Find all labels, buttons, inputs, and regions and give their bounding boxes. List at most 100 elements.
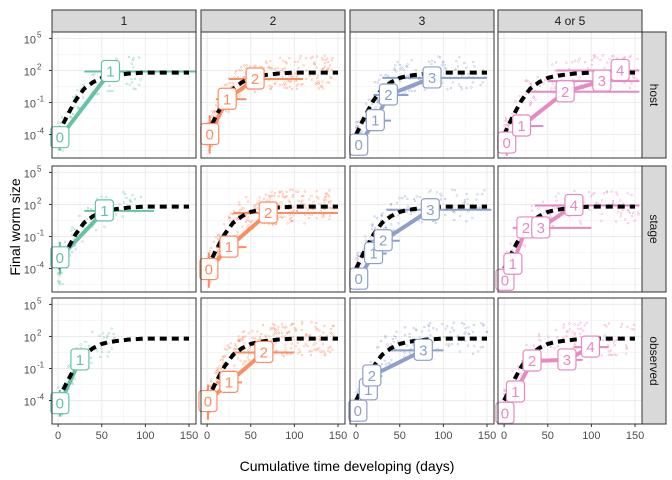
data-point <box>107 350 111 354</box>
data-point <box>274 81 277 84</box>
x-tick-label: 150 <box>329 430 347 442</box>
data-point <box>285 86 289 90</box>
y-tick-exponent: -1 <box>37 94 45 103</box>
data-point <box>71 226 74 229</box>
data-point <box>606 61 609 64</box>
data-point <box>100 347 103 350</box>
facet-strip-row <box>641 31 667 159</box>
data-point <box>430 62 433 66</box>
stage-label: 0 <box>355 137 363 154</box>
data-point <box>409 212 413 215</box>
data-point <box>241 339 244 342</box>
data-point <box>217 121 221 124</box>
stage-label: 1 <box>225 374 233 391</box>
data-point <box>414 328 418 331</box>
data-point <box>451 81 455 84</box>
data-point <box>460 321 464 325</box>
data-point <box>306 208 309 212</box>
data-point <box>282 355 286 358</box>
data-point <box>310 349 313 353</box>
data-point <box>369 98 372 101</box>
data-point <box>628 86 632 90</box>
data-point <box>281 69 284 72</box>
data-point <box>579 327 583 330</box>
data-point <box>84 340 87 343</box>
data-point <box>303 204 307 207</box>
data-point <box>613 344 616 347</box>
data-point <box>315 66 318 69</box>
data-point <box>268 84 272 88</box>
data-point <box>600 212 603 215</box>
data-point <box>544 78 547 82</box>
data-point <box>632 76 636 80</box>
data-point <box>291 195 294 198</box>
data-point <box>632 328 635 331</box>
data-point <box>324 61 327 65</box>
x-tick-label: 50 <box>245 430 257 442</box>
data-point <box>585 321 588 324</box>
data-point <box>296 341 299 345</box>
data-point <box>571 61 574 64</box>
data-point <box>245 64 248 67</box>
data-point <box>289 324 292 327</box>
data-point <box>258 196 261 199</box>
data-point <box>300 353 303 357</box>
data-point <box>288 200 292 204</box>
data-point <box>408 332 411 335</box>
data-point <box>317 80 320 83</box>
data-point <box>579 222 583 225</box>
data-point <box>214 103 218 107</box>
data-point <box>130 200 133 204</box>
data-point <box>472 60 475 64</box>
data-point <box>586 67 590 70</box>
data-point <box>386 343 389 346</box>
data-point <box>309 353 312 357</box>
data-point <box>601 338 605 342</box>
data-point <box>294 345 297 348</box>
panel-border <box>349 165 495 293</box>
data-point <box>577 327 580 331</box>
data-point <box>406 344 409 347</box>
data-point <box>553 207 556 210</box>
data-point <box>214 235 217 239</box>
data-point <box>317 74 320 77</box>
data-point <box>451 343 454 346</box>
data-point <box>129 198 132 202</box>
data-point <box>258 338 261 342</box>
data-point <box>323 354 326 357</box>
data-point <box>391 337 395 341</box>
data-point <box>632 211 635 215</box>
panel-border <box>200 165 346 293</box>
y-axis: 10 -410 -110 210 510 -410 -110 210 510 -410 -110 21… <box>24 30 52 409</box>
facet-panel: 01 2 <box>199 165 346 293</box>
data-point <box>87 344 91 348</box>
data-point <box>451 188 454 191</box>
y-tick-exponent: -1 <box>37 360 45 369</box>
data-point <box>323 214 326 217</box>
data-point <box>267 66 270 70</box>
data-point <box>256 201 259 205</box>
data-point <box>282 59 285 63</box>
data-point <box>222 222 226 226</box>
y-tick-exponent: -4 <box>37 393 45 402</box>
data-point <box>97 92 100 96</box>
data-point <box>58 274 62 277</box>
data-point <box>573 189 576 193</box>
data-point <box>624 352 628 355</box>
data-point <box>304 333 308 336</box>
y-tick-label: 10 <box>24 34 36 46</box>
data-point <box>445 343 448 346</box>
data-point <box>461 74 464 77</box>
data-point <box>364 235 367 238</box>
x-tick-label: 50 <box>394 430 406 442</box>
data-point <box>105 336 109 339</box>
data-point <box>118 203 121 206</box>
data-point <box>295 87 299 90</box>
data-point <box>79 343 82 346</box>
panel-border <box>51 165 197 293</box>
data-point <box>282 83 285 87</box>
data-point <box>70 229 73 232</box>
data-point <box>93 73 96 76</box>
data-point <box>517 367 521 371</box>
stage-label-box <box>70 348 90 371</box>
